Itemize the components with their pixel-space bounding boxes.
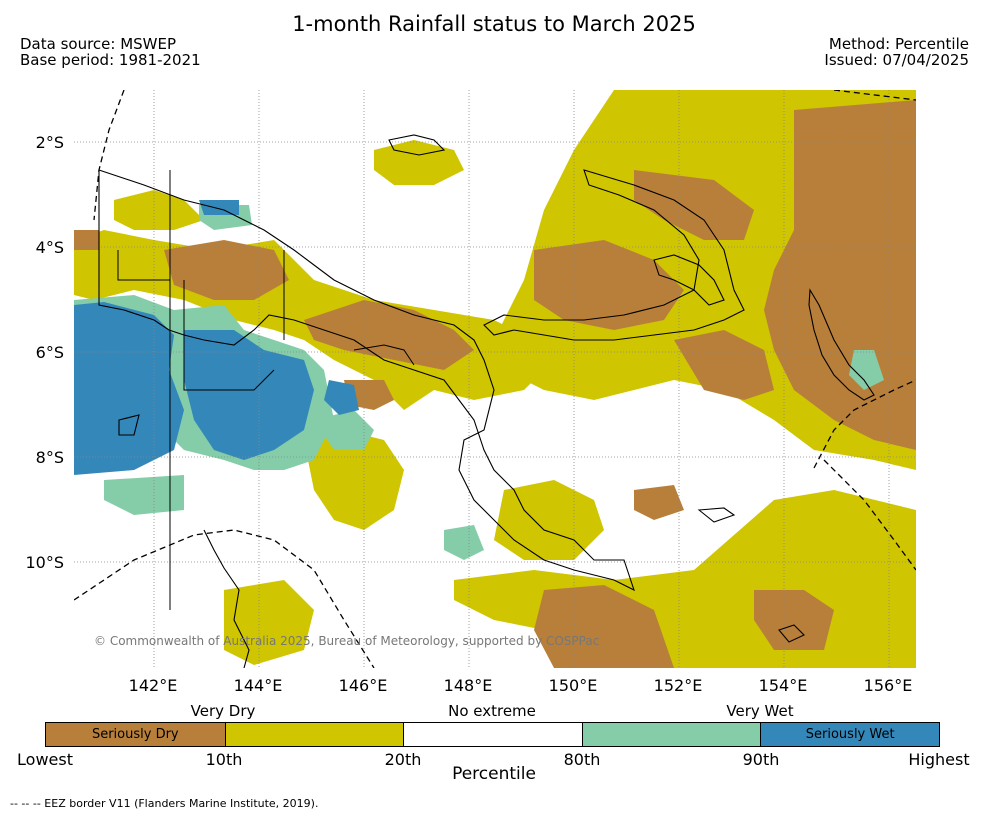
metadata-left: Data source: MSWEP Base period: 1981-202… bbox=[20, 36, 201, 68]
lon-label-156e: 156°E bbox=[863, 676, 913, 695]
graticule bbox=[74, 90, 916, 668]
legend-dry bbox=[224, 723, 404, 746]
data-source: Data source: MSWEP bbox=[20, 35, 177, 53]
lon-label-148e: 148°E bbox=[443, 676, 493, 695]
seriously-dry-region bbox=[74, 100, 916, 668]
legend-seriously-wet: Seriously Wet bbox=[760, 723, 939, 746]
legend-tick-20th: 20th bbox=[384, 750, 422, 769]
legend-tick-80th: 80th bbox=[563, 750, 601, 769]
eez-borders bbox=[74, 90, 916, 668]
lon-label-154e: 154°E bbox=[758, 676, 808, 695]
seriously-wet-region bbox=[74, 200, 359, 475]
legend-no-extreme bbox=[403, 723, 582, 746]
map-title: 1-month Rainfall status to March 2025 bbox=[292, 12, 696, 36]
metadata-right: Method: Percentile Issued: 07/04/2025 bbox=[824, 36, 969, 68]
borders bbox=[117, 170, 415, 610]
legend-group-very-dry: Very Dry bbox=[190, 702, 256, 720]
issued-date: Issued: 07/04/2025 bbox=[824, 51, 969, 69]
legend-tick-lowest: Lowest bbox=[17, 750, 73, 769]
lon-label-144e: 144°E bbox=[233, 676, 283, 695]
rainfall-map: © Commonwealth of Australia 2025, Bureau… bbox=[74, 90, 916, 668]
lat-label-2s: 2°S bbox=[35, 133, 64, 152]
legend-group-very-wet: Very Wet bbox=[726, 702, 794, 720]
method: Method: Percentile bbox=[828, 35, 969, 53]
legend-tick-10th: 10th bbox=[205, 750, 243, 769]
lat-label-10s: 10°S bbox=[25, 553, 64, 572]
lon-label-150e: 150°E bbox=[548, 676, 598, 695]
eez-footnote: -- -- -- EEZ border V11 (Flanders Marine… bbox=[10, 797, 319, 810]
base-period: Base period: 1981-2021 bbox=[20, 51, 201, 69]
legend-seriously-dry: Seriously Dry bbox=[46, 723, 225, 746]
lon-label-152e: 152°E bbox=[653, 676, 703, 695]
lat-label-6s: 6°S bbox=[35, 343, 64, 362]
lat-label-8s: 8°S bbox=[35, 448, 64, 467]
legend-axis-label: Percentile bbox=[452, 764, 536, 784]
map-credit: © Commonwealth of Australia 2025, Bureau… bbox=[94, 634, 599, 648]
legend-colorbar: Seriously Dry Seriously Wet bbox=[45, 722, 940, 747]
legend-group-no-extreme: No extreme bbox=[448, 702, 536, 720]
legend-tick-90th: 90th bbox=[742, 750, 780, 769]
coastlines bbox=[98, 134, 875, 668]
legend-wet bbox=[581, 723, 761, 746]
lat-label-4s: 4°S bbox=[35, 238, 64, 257]
lon-label-142e: 142°E bbox=[128, 676, 178, 695]
lon-label-146e: 146°E bbox=[338, 676, 388, 695]
legend-tick-highest: Highest bbox=[908, 750, 970, 769]
